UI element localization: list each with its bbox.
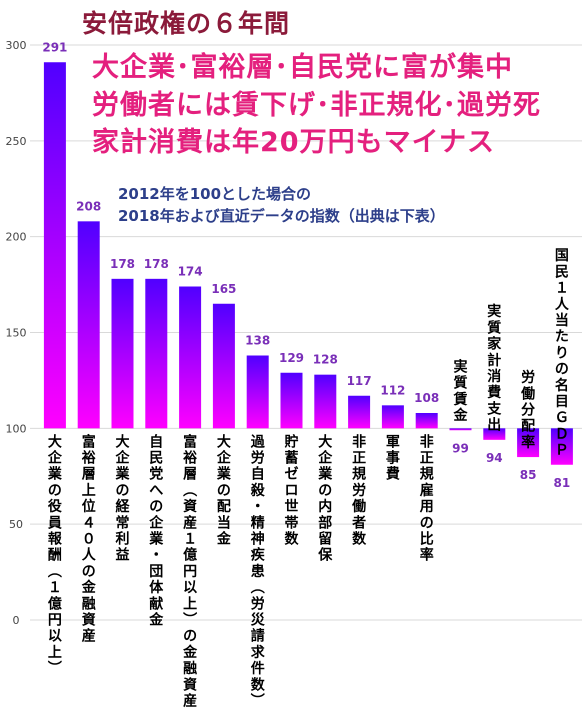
y-tick-label: 200 (6, 231, 27, 244)
value-label: 178 (144, 257, 169, 271)
value-label: 117 (347, 374, 372, 388)
chart-title: 安倍政権の６年間 (82, 9, 291, 38)
bar (280, 372, 303, 429)
bar (449, 428, 472, 431)
value-label: 108 (414, 391, 439, 405)
category-labels: 大企業の役員報酬︵１億円以上︶ 富裕層上位４０人の金融資産 大企業の経常利益 自民党へ… (47, 248, 570, 709)
value-label: 112 (380, 383, 405, 397)
category-label: 自民党への企業・団体献金 (148, 433, 164, 628)
bar (381, 405, 404, 429)
value-label: 94 (486, 451, 503, 465)
value-label: 85 (520, 468, 537, 482)
bar (415, 413, 438, 429)
headline-1: 大企業･富裕層･自民党に富が集中 (92, 52, 513, 83)
bar (212, 303, 235, 429)
y-axis: 0 50 100 150 200 250 300 (6, 39, 27, 627)
value-label: 129 (279, 351, 304, 365)
y-tick-label: 50 (9, 518, 23, 531)
bar (111, 278, 134, 429)
bar (517, 428, 540, 458)
bar (246, 355, 269, 429)
bar (179, 286, 202, 429)
category-label: 労働分配率 (520, 369, 535, 451)
note-line-2: 2018年および直近データの指数（出典は下表） (118, 207, 445, 225)
value-label: 138 (245, 334, 270, 348)
value-label: 178 (110, 257, 135, 271)
value-label: 208 (76, 199, 101, 213)
category-label: 大企業の役員報酬︵１億円以上︶ (47, 433, 63, 677)
category-label: 実質家計消費支出 (486, 303, 502, 433)
bar (145, 278, 168, 429)
value-label: 81 (554, 476, 571, 490)
category-label: 過労自殺・精神疾患︵労災請求件数︶ (250, 434, 266, 709)
bar (314, 374, 337, 429)
bar (348, 395, 371, 429)
category-label: 国民１人当たりの名目ＧＤＰ (555, 248, 570, 458)
headline-2: 労働者には賃下げ･非正規化･過労死 (92, 90, 541, 121)
bar (43, 62, 66, 429)
value-label: 291 (42, 40, 67, 54)
category-label: 軍事費 (386, 434, 400, 482)
bar (77, 221, 100, 429)
category-label: 富裕層︵資産１億円以上︶の金融資産 (182, 433, 198, 709)
category-label: 大企業の経常利益 (115, 433, 131, 563)
y-tick-label: 0 (13, 614, 20, 627)
category-label: 貯蓄ゼロ世帯数 (285, 433, 300, 547)
value-label: 165 (211, 282, 236, 296)
y-tick-label: 250 (6, 135, 27, 148)
category-label: 実質賃金 (453, 358, 469, 424)
category-label: 大企業の内部留保 (317, 433, 333, 563)
y-tick-label: 100 (6, 422, 27, 435)
category-label: 非正規労働者数 (351, 433, 367, 547)
category-label: 大企業の配当金 (216, 433, 232, 547)
value-label: 128 (313, 353, 338, 367)
bars (43, 62, 573, 465)
category-label: 非正規雇用の比率 (420, 433, 434, 563)
bar (550, 428, 573, 465)
value-label: 174 (178, 265, 203, 279)
category-label: 富裕層上位４０人の金融資産 (81, 433, 97, 644)
value-labels: 291 208 178 178 174 165 138 129 128 117 112 108 99 94… (42, 40, 570, 490)
note-line-1: 2012年を100とした場合の (118, 185, 312, 203)
y-tick-label: 150 (6, 327, 27, 340)
value-label: 99 (452, 441, 469, 455)
y-tick-label: 300 (6, 39, 27, 52)
bar (483, 428, 506, 440)
headline-3: 家計消費は年20万円もマイナス (92, 127, 496, 158)
